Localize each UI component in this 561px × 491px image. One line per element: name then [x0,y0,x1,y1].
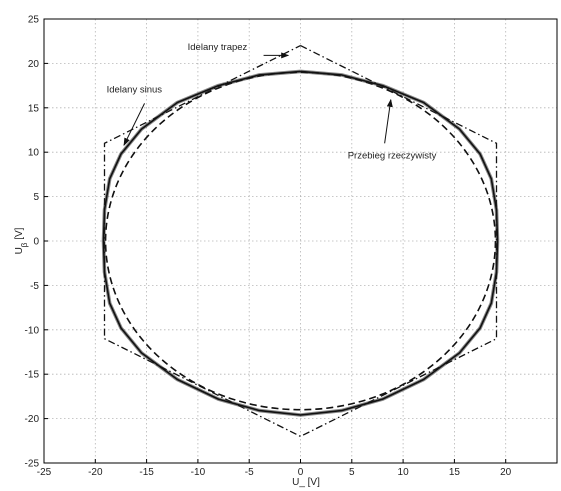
x-tick-label-8: 15 [449,467,461,478]
x-tick-label-2: -15 [139,467,154,478]
x-tick-label-9: 20 [500,467,512,478]
x-tick-label-5: 0 [298,467,304,478]
series-trapezoid [103,45,498,438]
y-axis-label-main: U [14,247,25,254]
y-tick-label-2: -15 [25,370,40,381]
y-tick-label-3: -10 [25,325,40,336]
y-tick-label-9: 20 [28,59,40,70]
annotation-arrow-2 [384,98,393,144]
x-tick-label-3: -10 [191,467,206,478]
y-axis-label: Uβ [V] [14,227,29,254]
series-sine [104,71,497,411]
annotation-arrow-1 [123,103,145,146]
series-real [102,70,499,416]
y-tick-label-0: -25 [25,459,40,470]
x-tick-label-6: 5 [349,467,355,478]
y-axis-label-unit: [V] [14,227,25,242]
y-tick-label-8: 15 [28,103,40,114]
y-axis-label-sub: β [20,242,29,247]
annotation-label-1: Idelany sinus [107,85,163,96]
x-tick-label-0: -25 [37,467,52,478]
x-axis-label: U_ [V] [292,477,320,488]
ticks: -25 -20 -15 -10 -5 0 5 10 15 20 -25 -20 -15 -10 -5 0 5 10… [25,15,512,479]
annotations: Idelany trapez Idelany sinus Przebieg rzec… [107,42,437,161]
y-tick-label-1: -20 [25,414,40,425]
y-tick-label-10: 25 [28,15,40,26]
x-tick-label-1: -20 [88,467,103,478]
x-tick-label-4: -5 [245,467,254,478]
series-layer [101,45,500,438]
y-tick-label-6: 5 [33,192,39,203]
y-tick-label-7: 10 [28,148,40,159]
y-tick-label-5: 0 [33,237,39,248]
annotation-label-0: Idelany trapez [188,42,248,53]
y-tick-label-4: -5 [30,281,39,292]
x-tick-label-7: 10 [398,467,410,478]
annotation-label-2: Przebieg rzeczywisty [348,150,437,161]
